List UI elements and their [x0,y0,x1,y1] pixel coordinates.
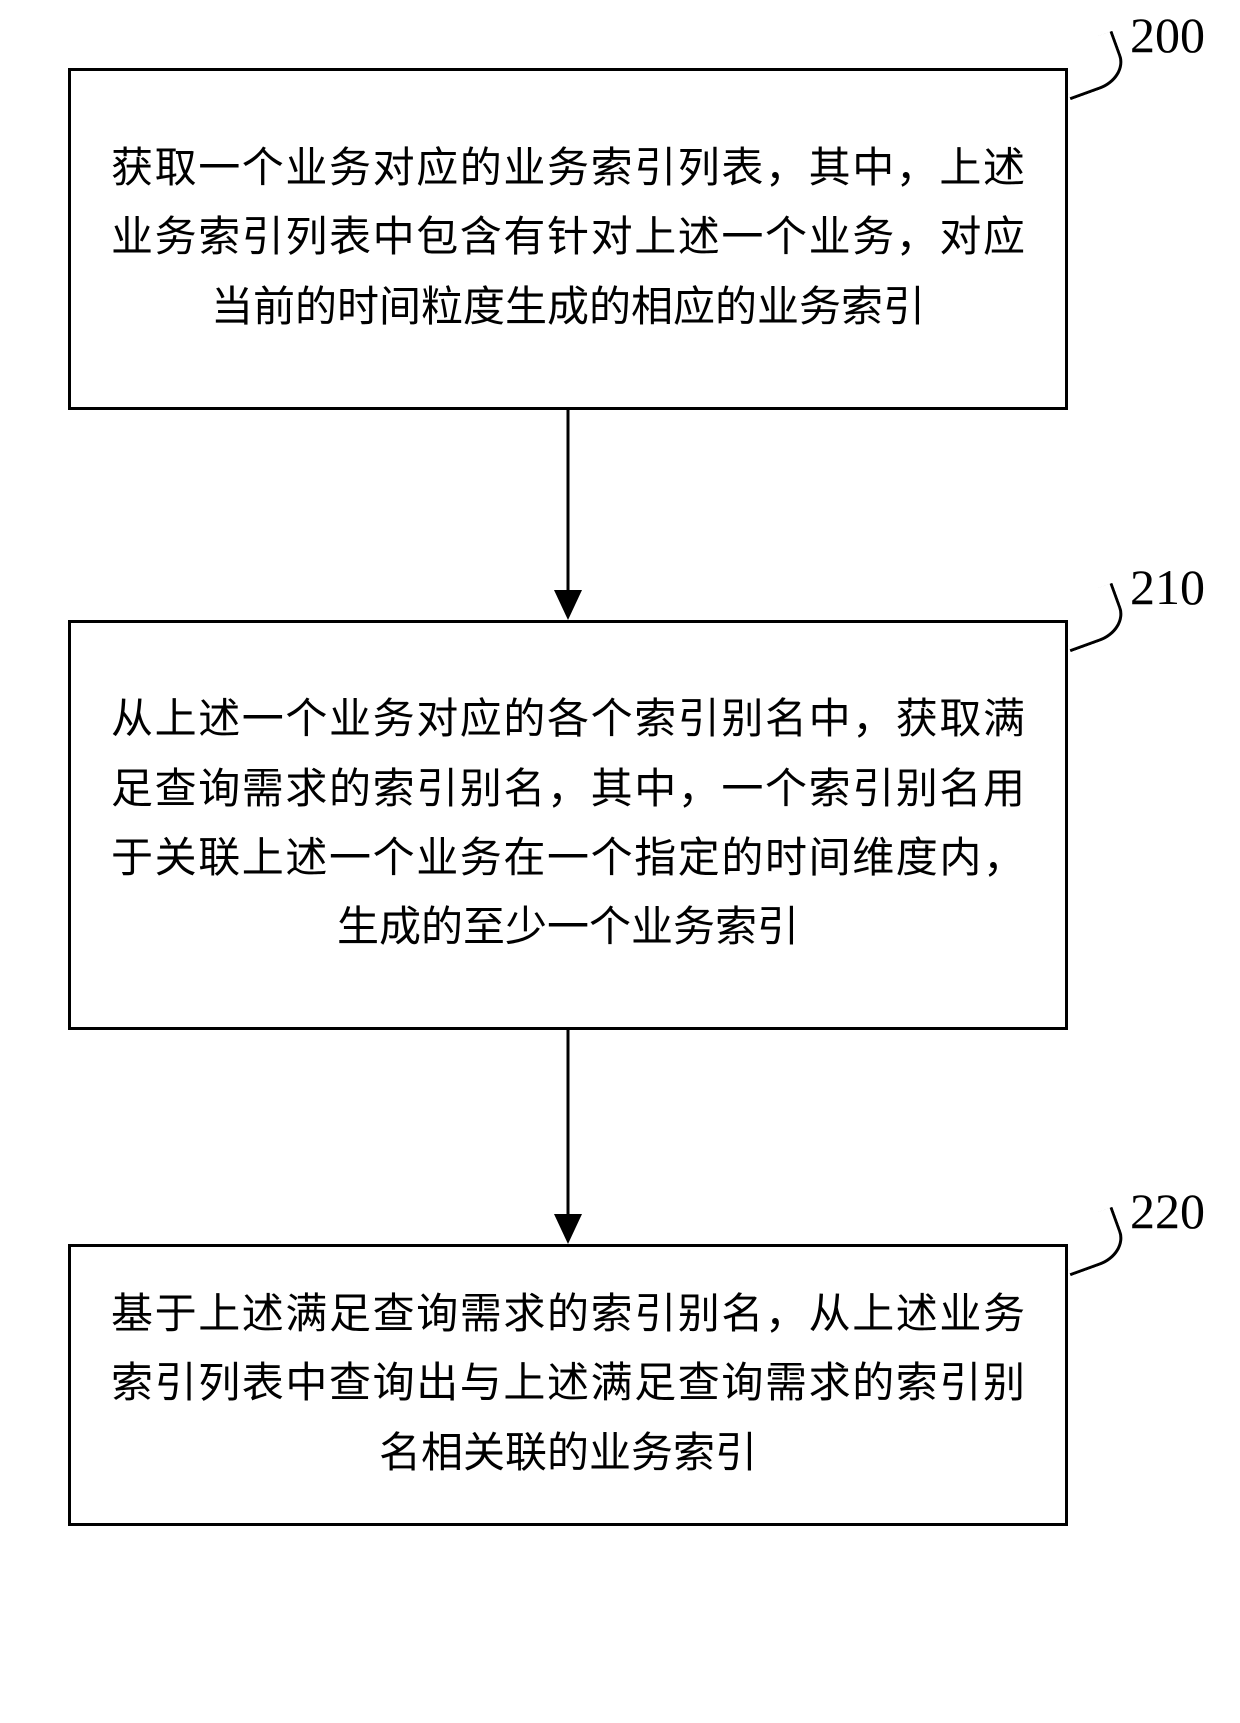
flow-label-210: 210 [1130,558,1205,616]
flow-node-220-text: 基于上述满足查询需求的索引别名，从上述业务索引列表中查询出与上述满足查询需求的索… [111,1281,1025,1489]
flow-node-200-text: 获取一个业务对应的业务索引列表，其中，上述业务索引列表中包含有针对上述一个业务，… [111,135,1025,343]
flow-label-220: 220 [1130,1182,1205,1240]
flow-node-210-text: 从上述一个业务对应的各个索引别名中，获取满足查询需求的索引别名，其中，一个索引别… [111,686,1025,963]
flow-label-200: 200 [1130,6,1205,64]
flow-node-200: 获取一个业务对应的业务索引列表，其中，上述业务索引列表中包含有针对上述一个业务，… [68,68,1068,410]
flow-node-210: 从上述一个业务对应的各个索引别名中，获取满足查询需求的索引别名，其中，一个索引别… [68,620,1068,1030]
arrow-200-210 [554,410,582,620]
flow-node-220: 基于上述满足查询需求的索引别名，从上述业务索引列表中查询出与上述满足查询需求的索… [68,1244,1068,1526]
arrow-210-220 [554,1030,582,1244]
